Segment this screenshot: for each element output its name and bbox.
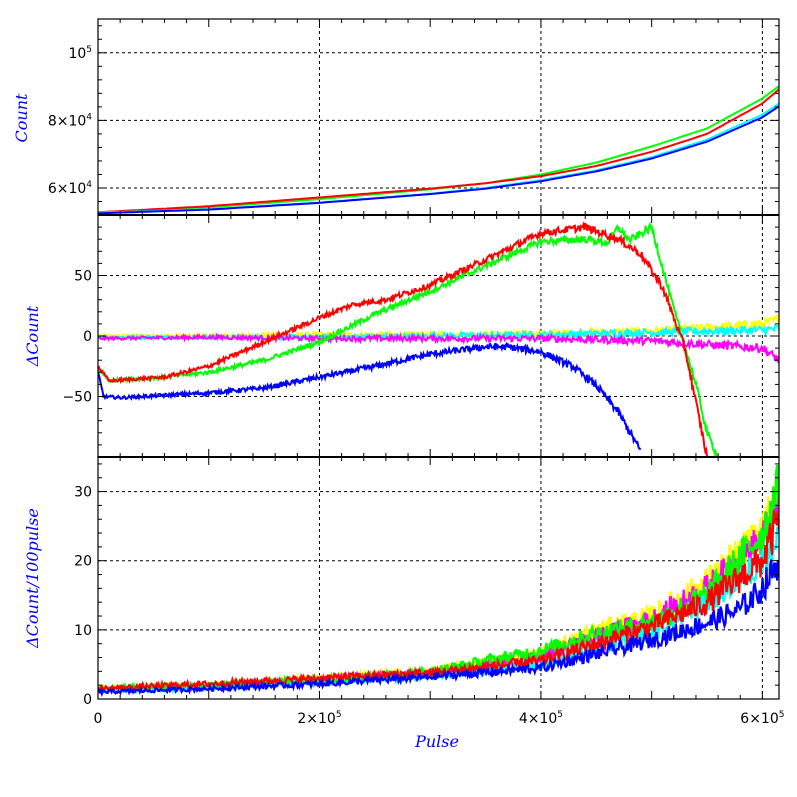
series-line-2-5 — [98, 559, 779, 698]
series-line-0-3 — [98, 105, 779, 215]
x-axis-title: Pulse — [414, 732, 459, 751]
y-tick-label: 20 — [74, 554, 92, 570]
y-axis-title-bottom: ΔCount/100pulse — [23, 508, 42, 649]
y-tick-label: 10 — [74, 623, 92, 639]
y-tick-label: 105 — [68, 45, 92, 62]
y-axis-title-middle: ΔCount — [23, 305, 42, 367]
series-line-0-1 — [98, 88, 779, 214]
series-line-1-4 — [98, 221, 720, 457]
label-layer: 6×104 8×104 105 50 0 −50 0 10 20 30 0 2×105 4×105 6×1… — [48, 45, 785, 727]
y-tick-label: 8×104 — [48, 112, 92, 129]
x-tick-label: 2×105 — [297, 710, 341, 727]
series-line-1-2 — [98, 331, 779, 364]
y-axis-title-top: Count — [12, 93, 31, 142]
tick-layer — [97, 18, 780, 700]
series-layer — [98, 85, 779, 698]
y-tick-label: −50 — [62, 390, 92, 406]
y-tick-label: 30 — [74, 485, 92, 501]
x-tick-label: 6×105 — [740, 710, 784, 727]
x-tick-label: 0 — [94, 711, 103, 727]
y-tick-label: 50 — [74, 269, 92, 285]
y-tick-label: 6×104 — [48, 180, 92, 197]
series-line-1-3 — [98, 341, 642, 451]
y-tick-label: 0 — [83, 692, 92, 708]
series-line-1-5 — [98, 220, 708, 457]
y-tick-label: 0 — [83, 329, 92, 345]
x-tick-label: 4×105 — [519, 710, 563, 727]
